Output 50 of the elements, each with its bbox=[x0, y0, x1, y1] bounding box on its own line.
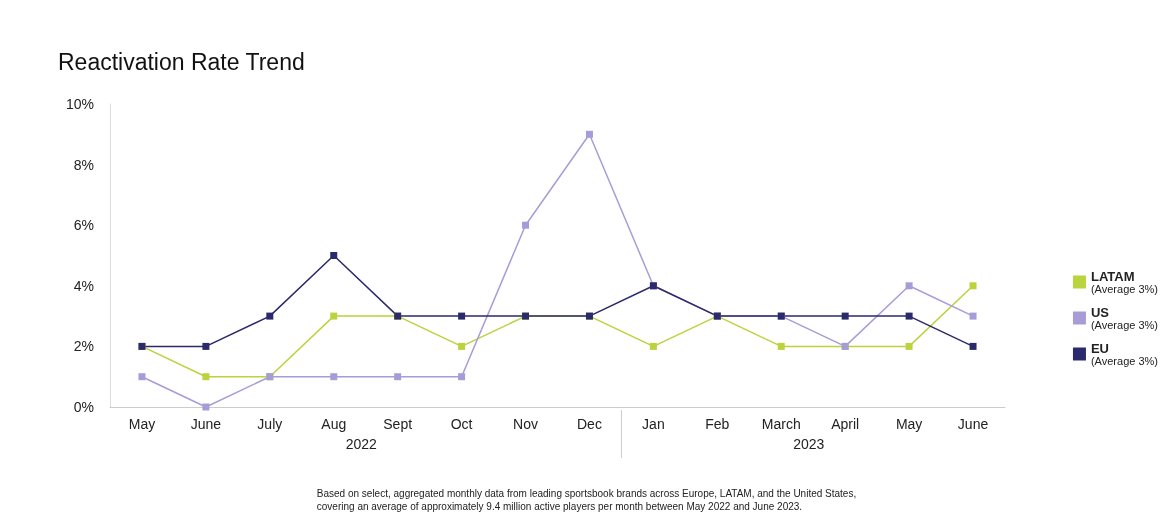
point bbox=[905, 312, 913, 320]
legend-label: LATAM (Average 3%) bbox=[1090, 269, 1159, 295]
x-tick-label: May bbox=[895, 416, 923, 432]
x-tick-label: Oct bbox=[450, 416, 473, 432]
point bbox=[138, 373, 146, 381]
point bbox=[905, 282, 913, 290]
chart-title: Reactivation Rate Trend bbox=[58, 48, 305, 75]
legend-label: US (Average 3%) bbox=[1090, 305, 1159, 331]
x-tick-label: April bbox=[831, 416, 860, 432]
text: 2023 bbox=[793, 436, 825, 452]
point bbox=[330, 312, 338, 320]
y-tick-label: 10% bbox=[65, 96, 94, 112]
point bbox=[905, 342, 913, 350]
point bbox=[458, 312, 466, 320]
x-tick-label: Sept bbox=[383, 416, 413, 432]
point bbox=[202, 373, 210, 381]
point bbox=[522, 221, 530, 229]
point bbox=[330, 252, 338, 259]
y-tick-label: 8% bbox=[73, 156, 94, 173]
x-tick-label: Feb bbox=[705, 416, 730, 432]
point bbox=[458, 373, 466, 381]
point bbox=[202, 342, 210, 350]
x-tick-label: March bbox=[761, 416, 801, 432]
x-tick-label: Aug bbox=[321, 416, 347, 432]
point bbox=[585, 130, 593, 138]
point bbox=[202, 403, 210, 411]
point bbox=[969, 282, 977, 290]
point bbox=[841, 312, 849, 320]
point bbox=[649, 342, 657, 350]
text: 2022 bbox=[345, 436, 378, 452]
x-tick-label: July bbox=[257, 416, 283, 432]
x-tick-label: June bbox=[190, 416, 222, 432]
x-tick-label: Nov bbox=[513, 416, 538, 432]
point bbox=[458, 342, 466, 350]
x-tick-label: May bbox=[128, 416, 156, 432]
legend-label: EU (Average 3%) bbox=[1090, 341, 1159, 367]
point bbox=[266, 312, 274, 320]
point bbox=[330, 373, 338, 381]
y-tick-label: 4% bbox=[73, 277, 94, 294]
point bbox=[969, 342, 977, 350]
point bbox=[969, 312, 977, 320]
y-tick-label: 6% bbox=[73, 217, 94, 234]
x-tick-label: June bbox=[957, 416, 989, 432]
point bbox=[777, 342, 785, 350]
point bbox=[394, 373, 402, 381]
x-tick-label: Dec bbox=[577, 416, 602, 432]
x-tick-label: Jan bbox=[642, 416, 665, 432]
text: Based on select, aggregated monthly data from leading sportsbook brands across Europe, LATAM, and the United States, covering an average of approximately 9.4 million active players per month between May 2022 and June 2023. bbox=[316, 488, 857, 512]
y-tick-label: 2% bbox=[73, 338, 94, 355]
y-tick-label: 0% bbox=[73, 399, 94, 415]
